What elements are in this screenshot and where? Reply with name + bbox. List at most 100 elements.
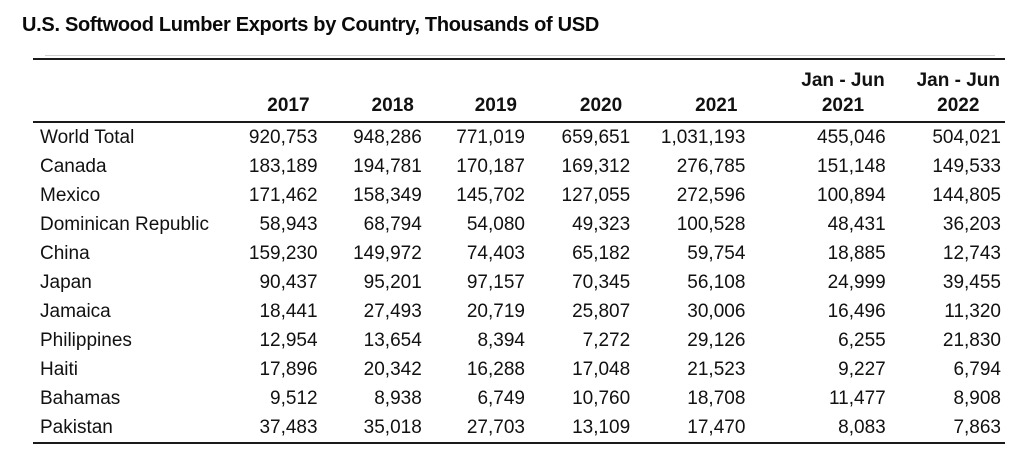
col-header: 2019 — [425, 59, 529, 123]
value-cell: 145,702 — [456, 185, 525, 206]
value-cell: 54,080 — [466, 214, 525, 235]
value-cell: 58,943 — [259, 214, 318, 235]
value-cell: 8,083 — [749, 413, 890, 444]
value-cell: 17,470 — [634, 413, 750, 444]
country-cell: Haiti — [40, 359, 79, 380]
value-cell: 159,230 — [248, 243, 318, 264]
col-header: 2017 — [225, 59, 322, 123]
value-cell: 56,108 — [687, 272, 746, 293]
value-cell: 9,227 — [838, 359, 886, 380]
top-gridline — [45, 55, 995, 56]
country-cell: Mexico — [40, 185, 101, 206]
value-cell: 8,394 — [477, 330, 525, 351]
table-row: World Total 920,753 948,286 771,019 659,651 1… — [33, 122, 1005, 152]
col-header-country — [33, 59, 226, 123]
value-cell: 39,455 — [942, 272, 1001, 293]
value-cell: 948,286 — [353, 127, 422, 148]
country-cell: Canada — [40, 156, 107, 177]
page: U.S. Softwood Lumber Exports by Country,… — [22, 14, 1005, 444]
value-cell: 13,654 — [363, 330, 422, 351]
col-header-year: 2022 — [937, 95, 980, 116]
table-body: World Total 920,753 948,286 771,019 659,651 1… — [33, 122, 1005, 444]
value-cell: 49,323 — [572, 214, 631, 235]
value-cell: 18,885 — [827, 243, 886, 264]
value-cell: 18,708 — [687, 388, 746, 409]
country-cell: World Total — [40, 127, 135, 148]
value-cell: 21,523 — [687, 359, 746, 380]
value-cell: 151,148 — [817, 156, 886, 177]
value-cell: 21,830 — [942, 330, 1001, 351]
col-header: 2020 — [528, 59, 635, 123]
value-cell: 16,288 — [466, 359, 525, 380]
value-cell: 171,462 — [248, 185, 318, 206]
value-cell: 127,055 — [561, 185, 631, 206]
table-header: 2017 2018 2019 2020 2021 Jan - Jun 2021 Jan - J… — [33, 59, 1005, 123]
value-cell: 6,794 — [953, 359, 1001, 380]
col-header: 2018 — [321, 59, 426, 123]
value-cell: 6,749 — [477, 388, 525, 409]
value-cell: 25,807 — [572, 301, 631, 322]
value-cell: 74,403 — [466, 243, 525, 264]
col-header: Jan - Jun 2022 — [889, 59, 1005, 123]
value-cell: 17,896 — [259, 359, 318, 380]
value-cell: 11,320 — [944, 301, 1001, 322]
table-row: Philippines 12,954 13,654 8,394 7,272 29,126 6… — [33, 326, 1005, 355]
value-cell: 59,754 — [687, 243, 746, 264]
value-cell: 97,157 — [466, 272, 525, 293]
country-cell: Philippines — [40, 330, 132, 351]
value-cell: 504,021 — [932, 127, 1001, 148]
value-cell: 20,719 — [466, 301, 525, 322]
table-row: Canada 183,189 194,781 170,187 169,312 276,78… — [33, 152, 1005, 181]
value-cell: 9,512 — [270, 388, 318, 409]
value-cell: 276,785 — [676, 156, 746, 177]
value-cell: 149,533 — [932, 156, 1001, 177]
value-cell: 170,187 — [456, 156, 525, 177]
value-cell: 16,496 — [827, 301, 886, 322]
value-cell: 12,743 — [942, 243, 1001, 264]
value-cell: 24,999 — [827, 272, 886, 293]
value-cell: 18,441 — [259, 301, 318, 322]
value-cell: 100,894 — [817, 185, 886, 206]
value-cell: 169,312 — [561, 156, 631, 177]
table-row: Jamaica 18,441 27,493 20,719 25,807 30,006 16,… — [33, 297, 1005, 326]
value-cell: 30,006 — [687, 301, 746, 322]
value-cell: 158,349 — [353, 185, 422, 206]
table-row: China 159,230 149,972 74,403 65,182 59,754 18,… — [33, 239, 1005, 268]
country-cell: Japan — [40, 272, 92, 293]
value-cell: 36,203 — [942, 214, 1001, 235]
col-header: Jan - Jun 2021 — [749, 59, 890, 123]
table-row: Mexico 171,462 158,349 145,702 127,055 272,59… — [33, 181, 1005, 210]
value-cell: 6,255 — [838, 330, 886, 351]
value-cell: 455,046 — [817, 127, 886, 148]
value-cell: 100,528 — [676, 214, 746, 235]
country-cell: Jamaica — [40, 301, 111, 322]
value-cell: 27,493 — [363, 301, 422, 322]
country-cell: Bahamas — [40, 388, 121, 409]
table-row: Japan 90,437 95,201 97,157 70,345 56,108 24,99… — [33, 268, 1005, 297]
table-row: Bahamas 9,512 8,938 6,749 10,760 18,708 11,477… — [33, 384, 1005, 413]
value-cell: 35,018 — [321, 413, 426, 444]
col-header-year: 2021 — [821, 95, 865, 116]
col-header-period: Jan - Jun — [916, 70, 1000, 91]
value-cell: 183,189 — [248, 156, 318, 177]
col-header-period: Jan - Jun — [801, 70, 885, 91]
table-row: Pakistan 37,483 35,018 27,703 13,109 17,470 8,… — [33, 413, 1005, 444]
country-cell: Dominican Republic — [40, 214, 209, 235]
value-cell: 20,342 — [363, 359, 422, 380]
country-cell: Pakistan — [33, 413, 226, 444]
exports-table: 2017 2018 2019 2020 2021 Jan - Jun 2021 Jan - J… — [33, 58, 1005, 444]
table-row: Dominican Republic 58,943 68,794 54,080 49,3… — [33, 210, 1005, 239]
value-cell: 95,201 — [363, 272, 422, 293]
value-cell: 194,781 — [353, 156, 422, 177]
value-cell: 149,972 — [353, 243, 422, 264]
table-header-row: 2017 2018 2019 2020 2021 Jan - Jun 2021 Jan - J… — [33, 59, 1005, 123]
value-cell: 13,109 — [528, 413, 635, 444]
value-cell: 70,345 — [572, 272, 631, 293]
value-cell: 90,437 — [259, 272, 318, 293]
value-cell: 771,019 — [456, 127, 525, 148]
value-cell: 37,483 — [225, 413, 322, 444]
value-cell: 27,703 — [425, 413, 529, 444]
table-row: Haiti 17,896 20,342 16,288 17,048 21,523 9,227… — [33, 355, 1005, 384]
value-cell: 68,794 — [363, 214, 422, 235]
value-cell: 272,596 — [676, 185, 746, 206]
